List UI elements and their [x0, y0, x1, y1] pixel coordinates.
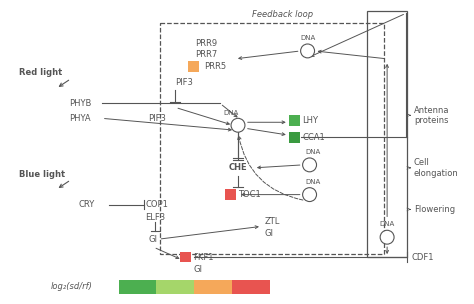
Text: PRR5: PRR5 — [204, 62, 226, 71]
Text: PIF3: PIF3 — [148, 114, 166, 123]
Text: GI: GI — [148, 235, 157, 244]
Bar — [161, 23, 384, 254]
Text: DNA: DNA — [380, 221, 395, 227]
Text: Feedback loop: Feedback loop — [252, 10, 313, 19]
Text: PHYA: PHYA — [69, 114, 91, 123]
Text: DNA: DNA — [223, 110, 239, 116]
Text: PHYB: PHYB — [69, 99, 91, 108]
Text: Red light: Red light — [19, 68, 63, 77]
Text: Blue light: Blue light — [19, 170, 65, 179]
Circle shape — [302, 188, 317, 202]
Text: TOC1: TOC1 — [238, 190, 261, 199]
Bar — [188, 61, 199, 72]
Text: -1.2: -1.2 — [128, 282, 147, 291]
Text: DNA: DNA — [305, 179, 320, 185]
Text: FKF1: FKF1 — [193, 253, 214, 261]
Circle shape — [380, 230, 394, 244]
Bar — [156, 280, 194, 294]
Circle shape — [231, 118, 245, 132]
Bar — [289, 115, 300, 126]
Text: 0.7: 0.7 — [206, 282, 220, 291]
Text: PRR7: PRR7 — [195, 50, 218, 59]
Bar — [225, 189, 236, 200]
Bar — [232, 280, 270, 294]
Text: LHY: LHY — [302, 116, 319, 125]
Text: CRY: CRY — [79, 200, 95, 209]
Text: 1.7: 1.7 — [244, 282, 258, 291]
Bar — [367, 11, 407, 257]
Text: PRR9: PRR9 — [195, 39, 218, 47]
Text: Cell
elongation: Cell elongation — [414, 158, 459, 178]
Text: DNA: DNA — [300, 35, 315, 41]
Text: ELF3: ELF3 — [146, 213, 166, 222]
Text: COP1: COP1 — [146, 200, 168, 209]
Circle shape — [301, 44, 315, 58]
Text: PIF3: PIF3 — [175, 78, 193, 87]
Text: CCA1: CCA1 — [302, 133, 325, 142]
Text: Antenna
proteins: Antenna proteins — [414, 105, 449, 125]
Text: GI: GI — [193, 265, 202, 275]
Bar — [118, 280, 156, 294]
Text: DNA: DNA — [305, 149, 320, 155]
Text: CDF1: CDF1 — [412, 253, 435, 261]
Circle shape — [302, 158, 317, 172]
Text: log₂(sd/rf): log₂(sd/rf) — [51, 282, 93, 291]
Bar — [194, 280, 232, 294]
Text: ZTL: ZTL — [265, 217, 280, 226]
Text: -1.0: -1.0 — [166, 282, 184, 291]
Bar — [180, 252, 191, 262]
Text: GI: GI — [265, 229, 274, 238]
Text: Flowering: Flowering — [414, 205, 455, 214]
Bar — [289, 132, 300, 143]
Text: CHE: CHE — [228, 163, 247, 172]
